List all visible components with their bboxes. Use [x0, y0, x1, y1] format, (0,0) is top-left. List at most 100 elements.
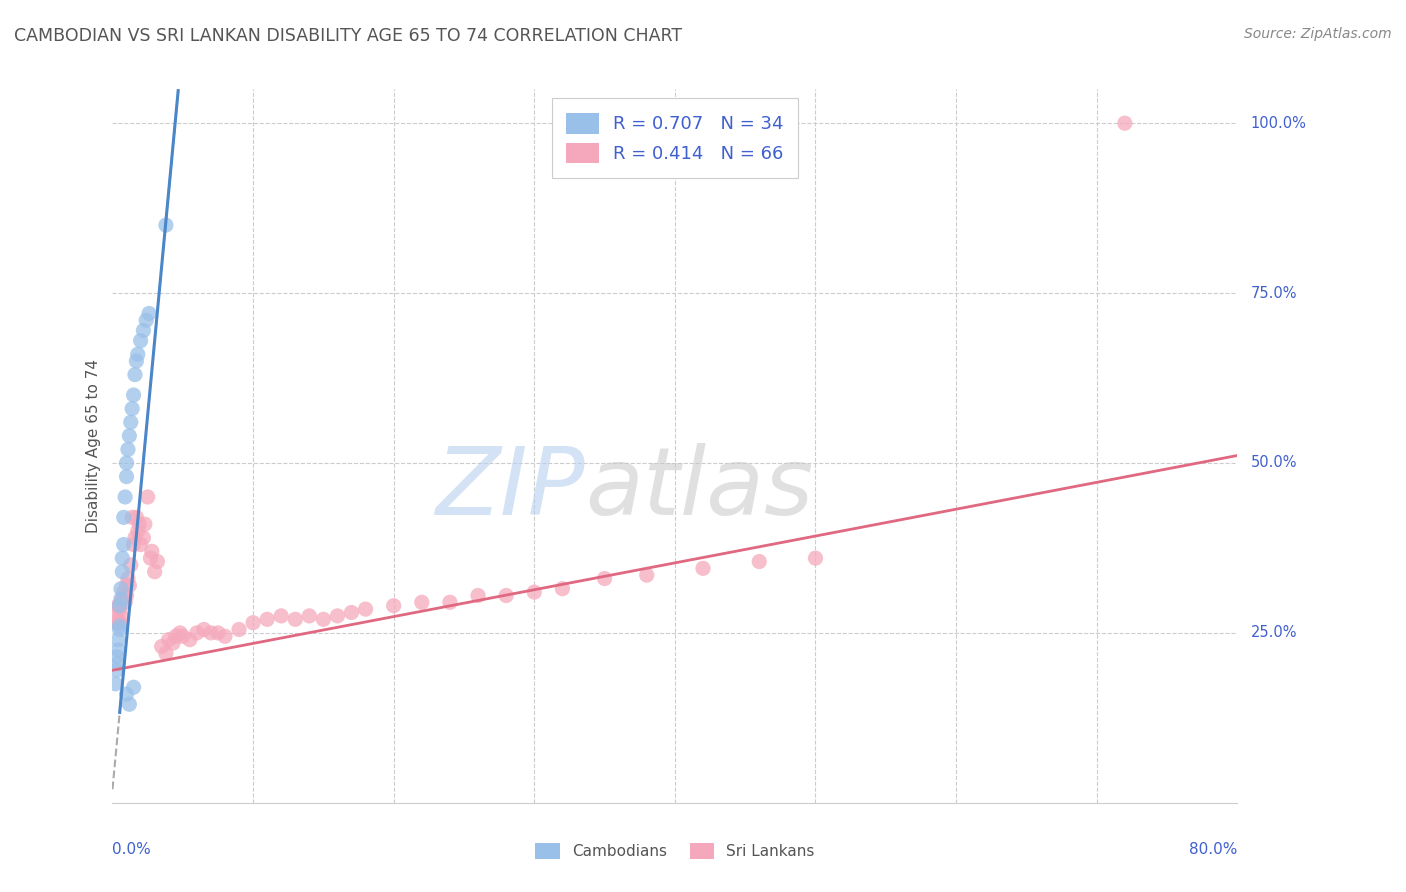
- Point: [242, 615, 264, 630]
- Point: [121, 510, 143, 524]
- Point: [207, 626, 229, 640]
- Point: [111, 565, 134, 579]
- Point: [129, 334, 152, 348]
- Point: [107, 599, 129, 613]
- Point: [107, 657, 129, 671]
- Point: [122, 388, 145, 402]
- Point: [110, 591, 132, 606]
- Point: [143, 565, 166, 579]
- Point: [115, 589, 138, 603]
- Point: [112, 537, 135, 551]
- Point: [124, 368, 146, 382]
- Point: [1114, 116, 1136, 130]
- Point: [104, 677, 127, 691]
- Point: [193, 623, 215, 637]
- Point: [127, 524, 149, 538]
- Point: [138, 306, 160, 320]
- Point: [134, 517, 156, 532]
- Point: [132, 531, 155, 545]
- Point: [165, 629, 187, 643]
- Point: [108, 602, 131, 616]
- Point: [129, 537, 152, 551]
- Point: [118, 698, 141, 712]
- Point: [108, 623, 131, 637]
- Point: [108, 615, 131, 630]
- Point: [312, 612, 335, 626]
- Point: [411, 595, 433, 609]
- Point: [124, 531, 146, 545]
- Point: [122, 680, 145, 694]
- Point: [186, 626, 208, 640]
- Point: [107, 612, 129, 626]
- Point: [179, 632, 201, 647]
- Point: [256, 612, 278, 626]
- Point: [125, 510, 148, 524]
- Point: [200, 626, 222, 640]
- Point: [108, 599, 131, 613]
- Point: [439, 595, 461, 609]
- Point: [118, 578, 141, 592]
- Point: [127, 347, 149, 361]
- Point: [107, 632, 129, 647]
- Point: [118, 429, 141, 443]
- Point: [804, 551, 827, 566]
- Point: [692, 561, 714, 575]
- Point: [105, 602, 128, 616]
- Point: [111, 551, 134, 566]
- Text: CAMBODIAN VS SRI LANKAN DISABILITY AGE 65 TO 74 CORRELATION CHART: CAMBODIAN VS SRI LANKAN DISABILITY AGE 6…: [14, 27, 682, 45]
- Y-axis label: Disability Age 65 to 74: Disability Age 65 to 74: [86, 359, 101, 533]
- Point: [593, 572, 616, 586]
- Point: [523, 585, 546, 599]
- Point: [120, 558, 142, 572]
- Point: [114, 490, 136, 504]
- Text: atlas: atlas: [585, 443, 813, 534]
- Text: Source: ZipAtlas.com: Source: ZipAtlas.com: [1244, 27, 1392, 41]
- Point: [495, 589, 517, 603]
- Point: [105, 663, 128, 677]
- Point: [115, 456, 138, 470]
- Point: [146, 555, 169, 569]
- Point: [748, 555, 770, 569]
- Point: [354, 602, 377, 616]
- Point: [551, 582, 574, 596]
- Point: [136, 490, 159, 504]
- Point: [112, 585, 135, 599]
- Point: [155, 646, 177, 660]
- Text: 75.0%: 75.0%: [1251, 285, 1298, 301]
- Text: 0.0%: 0.0%: [112, 842, 152, 857]
- Point: [169, 626, 191, 640]
- Legend: Cambodians, Sri Lankans: Cambodians, Sri Lankans: [527, 835, 823, 866]
- Point: [114, 595, 136, 609]
- Point: [636, 568, 658, 582]
- Point: [115, 578, 138, 592]
- Point: [117, 572, 139, 586]
- Point: [270, 608, 292, 623]
- Point: [141, 544, 163, 558]
- Point: [326, 608, 349, 623]
- Point: [110, 582, 132, 596]
- Point: [172, 629, 194, 643]
- Point: [128, 517, 150, 532]
- Point: [162, 636, 184, 650]
- Point: [157, 632, 180, 647]
- Text: 50.0%: 50.0%: [1251, 456, 1298, 470]
- Point: [115, 469, 138, 483]
- Point: [110, 595, 132, 609]
- Point: [214, 629, 236, 643]
- Point: [467, 589, 489, 603]
- Point: [105, 615, 128, 630]
- Point: [340, 606, 363, 620]
- Point: [110, 608, 132, 623]
- Point: [228, 623, 250, 637]
- Text: ZIP: ZIP: [436, 443, 585, 534]
- Point: [121, 401, 143, 416]
- Point: [382, 599, 405, 613]
- Point: [155, 218, 177, 232]
- Point: [107, 643, 129, 657]
- Point: [108, 619, 131, 633]
- Point: [132, 323, 155, 337]
- Point: [150, 640, 173, 654]
- Point: [122, 537, 145, 551]
- Point: [284, 612, 307, 626]
- Point: [111, 591, 134, 606]
